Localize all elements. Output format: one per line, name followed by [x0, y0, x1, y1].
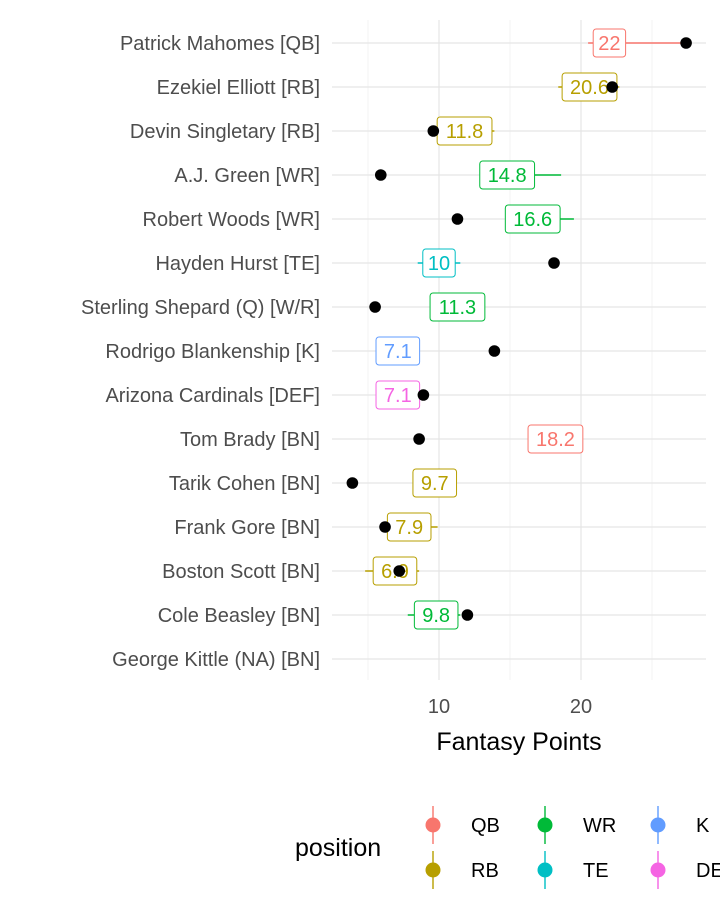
legend-key-dot [537, 862, 553, 878]
legend-key-dot [425, 862, 441, 878]
actual-points-dot [374, 169, 387, 181]
player-row: 7.1 [375, 336, 501, 366]
projection-label: 20.6 [570, 77, 609, 99]
player-row: 20.6 [558, 72, 620, 102]
projection-label-box [412, 468, 458, 498]
projection-label: 7.1 [384, 341, 412, 363]
legend-key-dot [537, 817, 553, 833]
projection-label: 11.8 [446, 121, 483, 143]
player-label: Rodrigo Blankenship [K] [105, 341, 320, 363]
player-label: George Kittle (NA) [BN] [112, 649, 320, 671]
legend-key-dot [650, 817, 666, 833]
legend-title: position [295, 834, 381, 862]
legend-key-dot [650, 862, 666, 878]
player-label: Tarik Cohen [BN] [169, 473, 320, 495]
x-tick-label: 10 [428, 696, 450, 718]
player-row: 9.7 [346, 468, 458, 498]
actual-points-dot [379, 521, 391, 533]
legend-label: WR [583, 815, 616, 837]
legend-item: K [650, 806, 710, 844]
legend-item: RB [425, 851, 499, 889]
actual-points-dot [346, 477, 359, 489]
legend-label: K [696, 815, 710, 837]
projection-label-box [413, 600, 459, 630]
projection-label-box [592, 28, 627, 58]
actual-points-dot [451, 213, 464, 225]
player-label: Patrick Mahomes [QB] [120, 33, 320, 55]
projection-label-box [429, 292, 486, 322]
projection-label: 11.3 [439, 297, 476, 319]
actual-points-dot [461, 609, 474, 621]
legend-item: TE [537, 851, 609, 889]
actual-points-dot [369, 301, 381, 313]
player-row: 11.8 [427, 116, 495, 146]
x-tick-label: 20 [570, 696, 592, 718]
player-row: 6.9 [365, 556, 420, 586]
player-row: 18.2 [413, 424, 584, 454]
actual-points-dot [548, 257, 560, 269]
actual-points-dot [680, 37, 692, 49]
projection-label: 7.9 [395, 517, 423, 539]
player-row: 7.1 [375, 380, 430, 410]
player-row: 7.9 [379, 512, 438, 542]
player-label: Arizona Cardinals [DEF] [105, 385, 320, 407]
legend-items: QB RB WR TE K DEF [425, 806, 720, 889]
projection-label: 14.8 [488, 165, 527, 187]
player-label: Boston Scott [BN] [162, 561, 320, 583]
player-row: 10 [417, 248, 560, 278]
projection-label: 10 [428, 253, 450, 275]
projection-label-box [479, 160, 536, 190]
player-row: 11.3 [369, 292, 486, 322]
player-label: Devin Singletary [RB] [130, 121, 320, 143]
y-axis-labels: Patrick Mahomes [QB] Ezekiel Elliott [RB]… [81, 33, 320, 671]
legend-item: WR [537, 806, 616, 844]
player-label: Robert Woods [WR] [143, 209, 320, 231]
player-label: Tom Brady [BN] [180, 429, 320, 451]
projection-label: 9.8 [422, 605, 450, 627]
player-label: Hayden Hurst [TE] [155, 253, 320, 275]
player-label: Ezekiel Elliott [RB] [157, 77, 320, 99]
projection-label: 7.1 [384, 385, 412, 407]
projection-label-box [422, 248, 456, 278]
player-row: 9.8 [407, 600, 474, 630]
player-label: A.J. Green [WR] [174, 165, 320, 187]
projection-label-box [504, 204, 561, 234]
player-row: 16.6 [451, 204, 574, 234]
actual-points-dot [488, 345, 501, 357]
projection-label-box [375, 336, 421, 366]
projection-label: 18.2 [536, 429, 575, 451]
player-label: Frank Gore [BN] [174, 517, 320, 539]
projection-label-box [527, 424, 584, 454]
player-label: Sterling Shepard (Q) [W/R] [81, 297, 320, 319]
actual-points-dot [393, 565, 406, 577]
player-label: Cole Beasley [BN] [158, 605, 320, 627]
legend-label: RB [471, 860, 499, 882]
marks-layer: 22 20.6 11.814.8 16.6 10 11.3 7.1 7.1 18.2 9.7 7.9… [346, 28, 692, 630]
legend-label: TE [583, 860, 609, 882]
actual-points-dot [417, 389, 430, 401]
legend-item: DEF [650, 851, 720, 889]
actual-points-dot [427, 125, 440, 137]
x-axis-title: Fantasy Points [436, 728, 601, 756]
player-row: 22 [588, 28, 692, 58]
projection-label: 22 [598, 33, 620, 55]
projection-label: 9.7 [421, 473, 449, 495]
legend-item: QB [425, 806, 500, 844]
legend-label: QB [471, 815, 500, 837]
x-axis-ticks: 10 20 [428, 696, 592, 718]
legend-key-dot [425, 817, 441, 833]
projection-label: 16.6 [513, 209, 552, 231]
legend-label: DEF [696, 860, 720, 882]
actual-points-dot [606, 81, 619, 93]
legend: position QB RB WR TE K DEF [295, 806, 720, 889]
actual-points-dot [413, 433, 425, 445]
player-row: 14.8 [374, 160, 562, 190]
grid-layer [332, 20, 706, 680]
